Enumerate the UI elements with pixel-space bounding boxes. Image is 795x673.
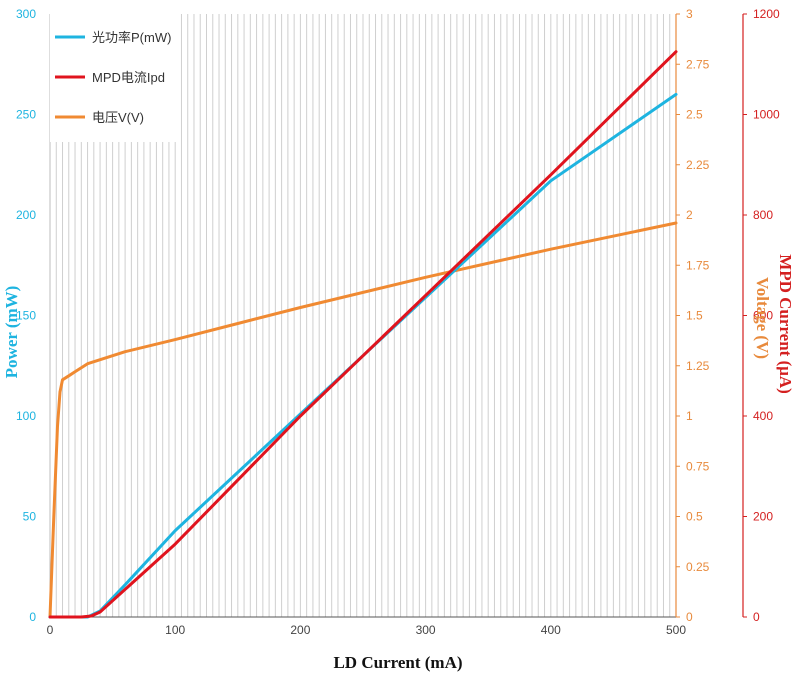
y-left-tick-label: 100: [16, 409, 36, 423]
y-right-inner-tick-label: 1.5: [686, 309, 703, 323]
x-tick-label: 0: [47, 623, 54, 637]
y-right-outer-axis-title: MPD Current (μA): [776, 254, 795, 394]
y-left-tick-label: 300: [16, 7, 36, 21]
y-right-outer-tick-label: 800: [753, 208, 773, 222]
x-tick-label: 300: [416, 623, 436, 637]
x-tick-label: 200: [290, 623, 310, 637]
y-right-inner-tick-labels: 0 0.25 0.5 0.75 1 1.25 1.5 1.75 2 2.25 2.5 2.75 3: [676, 7, 710, 624]
series-line-voltage: [48, 221, 678, 619]
y-left-tick-label: 250: [16, 108, 36, 122]
x-axis-title: LD Current (mA): [333, 653, 462, 672]
y-right-outer-tick-label: 200: [753, 510, 773, 524]
legend-label-voltage: 电压V(V): [92, 110, 144, 125]
y-right-inner-tick-label: 0.25: [686, 560, 710, 574]
y-right-outer-tick-label: 1200: [753, 7, 780, 21]
y-right-outer-tick-label: 600: [753, 309, 773, 323]
y-right-outer-tick-label: 1000: [753, 108, 780, 122]
y-left-tick-label: 200: [16, 208, 36, 222]
y-right-inner-tick-label: 1: [686, 409, 693, 423]
series-lines: [48, 50, 678, 619]
y-right-inner-tick-label: 3: [686, 7, 693, 21]
y-right-inner-tick-label: 0: [686, 610, 693, 624]
y-right-outer-tick-label: 400: [753, 409, 773, 423]
y-left-axis-title: Power (mW): [2, 286, 21, 379]
y-right-inner-tick-label: 2.5: [686, 108, 703, 122]
y-left-tick-label: 150: [16, 309, 36, 323]
y-right-inner-tick-label: 0.5: [686, 510, 703, 524]
y-left-tick-labels: 0 50 100 150 200 250 300: [16, 7, 36, 624]
y-right-outer-tick-labels: 0 200 400 600 800 1000 1200: [743, 7, 780, 624]
x-tick-label: 500: [666, 623, 686, 637]
y-left-tick-label: 0: [29, 610, 36, 624]
legend: 光功率P(mW) MPD电流Ipd 电压V(V): [50, 14, 180, 142]
y-right-inner-tick-label: 1.25: [686, 359, 710, 373]
y-right-inner-tick-label: 2: [686, 208, 693, 222]
legend-label-power: 光功率P(mW): [92, 30, 171, 45]
x-tick-label: 100: [165, 623, 185, 637]
series-line-mpd: [48, 50, 678, 619]
y-right-inner-tick-label: 0.75: [686, 459, 710, 473]
y-right-inner-tick-label: 2.75: [686, 57, 710, 71]
y-right-inner-tick-label: 2.25: [686, 158, 710, 172]
x-tick-labels: 0 100 200 300 400 500: [47, 623, 687, 637]
y-left-tick-label: 50: [23, 510, 37, 524]
x-tick-label: 400: [541, 623, 561, 637]
legend-label-mpd: MPD电流Ipd: [92, 70, 165, 85]
y-right-inner-tick-label: 1.75: [686, 258, 710, 272]
y-right-outer-tick-label: 0: [753, 610, 760, 624]
y-right-inner-axis-title: Voltage (V): [753, 277, 772, 359]
